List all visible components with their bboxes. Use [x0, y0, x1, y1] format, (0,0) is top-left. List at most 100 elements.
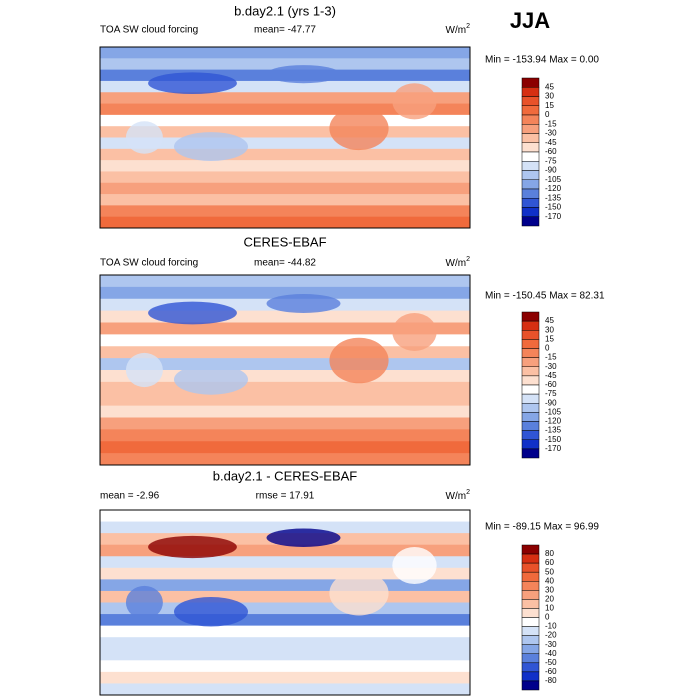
- map-band: [100, 441, 470, 454]
- map-band: [100, 660, 470, 673]
- map-frame: [99, 46, 471, 229]
- colorbar-box: [521, 366, 540, 377]
- colorbar-label: -15: [545, 353, 557, 362]
- center-label: mean= -44.82: [254, 258, 316, 269]
- colorbar-label: 15: [545, 101, 554, 110]
- map-band: [100, 429, 470, 442]
- units: W/m2: [446, 256, 471, 269]
- map-band: [100, 126, 470, 138]
- colorbar-box: [521, 617, 540, 627]
- left-label: mean = -2.96: [100, 491, 160, 502]
- map-blob: [174, 132, 248, 162]
- colorbar-box: [521, 581, 540, 591]
- colorbar-box: [521, 357, 540, 367]
- colorbar-label: -45: [545, 371, 557, 380]
- colorbar-box: [521, 320, 540, 331]
- colorbar-box: [521, 124, 540, 134]
- colorbar-label: 15: [545, 334, 554, 343]
- map-band: [100, 47, 470, 59]
- map-blob: [392, 83, 437, 120]
- map-band: [100, 114, 470, 127]
- map-blob: [329, 571, 389, 616]
- panel-title: b.day2.1 (yrs 1-3): [234, 3, 336, 18]
- map-frame: [99, 509, 471, 696]
- map-band: [100, 205, 470, 218]
- colorbar-box: [521, 339, 540, 349]
- map-band: [100, 405, 470, 418]
- colorbar-box: [521, 142, 540, 153]
- colorbar-box: [521, 544, 540, 555]
- colorbar-box: [521, 430, 540, 440]
- colorbar-label: 50: [545, 567, 554, 576]
- map-blob: [329, 106, 389, 151]
- colorbar-label: -170: [545, 444, 562, 453]
- colorbar-box: [521, 375, 540, 386]
- colorbar-box: [521, 114, 540, 125]
- left-label: TOA SW cloud forcing: [100, 258, 198, 269]
- colorbar-label: -105: [545, 175, 562, 184]
- colorbar-label: 60: [545, 558, 554, 567]
- colorbar-label: 0: [545, 110, 550, 119]
- colorbar-box: [521, 393, 540, 404]
- map-band: [100, 148, 470, 161]
- colorbar-label: -30: [545, 640, 557, 649]
- colorbar-box: [521, 608, 540, 618]
- colorbar-box: [521, 96, 540, 106]
- map-blob: [125, 352, 163, 388]
- colorbar-label: -80: [545, 676, 557, 685]
- map-band: [100, 521, 470, 534]
- map-band: [100, 58, 470, 71]
- units-base: W/m: [446, 491, 467, 502]
- colorbar-label: 30: [545, 585, 554, 594]
- min-max: Min = -150.45 Max = 82.31: [485, 291, 605, 302]
- colorbar-label: 80: [545, 549, 554, 558]
- map-band: [100, 683, 470, 696]
- panel-title: CERES-EBAF: [243, 234, 326, 249]
- colorbar-label: -60: [545, 667, 557, 676]
- map-band: [100, 275, 470, 288]
- colorbar-label: -10: [545, 622, 557, 631]
- colorbar-label: 0: [545, 613, 550, 622]
- colorbar-label: -105: [545, 407, 562, 416]
- units-sup: 2: [466, 489, 470, 496]
- colorbar-box: [521, 151, 540, 162]
- colorbar-label: -45: [545, 138, 557, 147]
- colorbar-box: [521, 198, 540, 208]
- colorbar-box: [521, 133, 540, 143]
- colorbar-box: [521, 599, 540, 609]
- units: W/m2: [446, 23, 471, 36]
- map-band: [100, 80, 470, 93]
- colorbar-label: -75: [545, 389, 557, 398]
- colorbar-box: [521, 680, 540, 691]
- colorbar-box: [521, 311, 540, 322]
- colorbar-box: [521, 207, 540, 217]
- panel-title: b.day2.1 - CERES-EBAF: [213, 468, 358, 483]
- map-band: [100, 625, 470, 638]
- map-band: [100, 648, 470, 661]
- map-band: [100, 137, 470, 150]
- colorbar-box: [521, 216, 540, 227]
- colorbar-box: [521, 671, 540, 682]
- map-band: [100, 671, 470, 684]
- colorbar-box: [521, 662, 540, 673]
- min-max: Min = -89.15 Max = 96.99: [485, 522, 599, 533]
- colorbar-label: -30: [545, 129, 557, 138]
- colorbar-box: [521, 348, 540, 358]
- colorbar-box: [521, 87, 540, 97]
- center-label: rmse = 17.91: [256, 491, 315, 502]
- map-blob: [148, 301, 237, 325]
- units-base: W/m: [446, 25, 467, 36]
- left-label: TOA SW cloud forcing: [100, 25, 198, 36]
- colorbar-box: [521, 626, 540, 636]
- map-band: [100, 286, 470, 300]
- colorbar-label: -50: [545, 658, 557, 667]
- map-band: [100, 417, 470, 430]
- colorbar-label: -15: [545, 119, 557, 128]
- colorbar-box: [521, 179, 540, 190]
- colorbar-label: -120: [545, 417, 562, 426]
- map-band: [100, 171, 470, 184]
- map-band: [100, 182, 470, 195]
- colorbar-box: [521, 188, 540, 199]
- map-band: [100, 322, 470, 335]
